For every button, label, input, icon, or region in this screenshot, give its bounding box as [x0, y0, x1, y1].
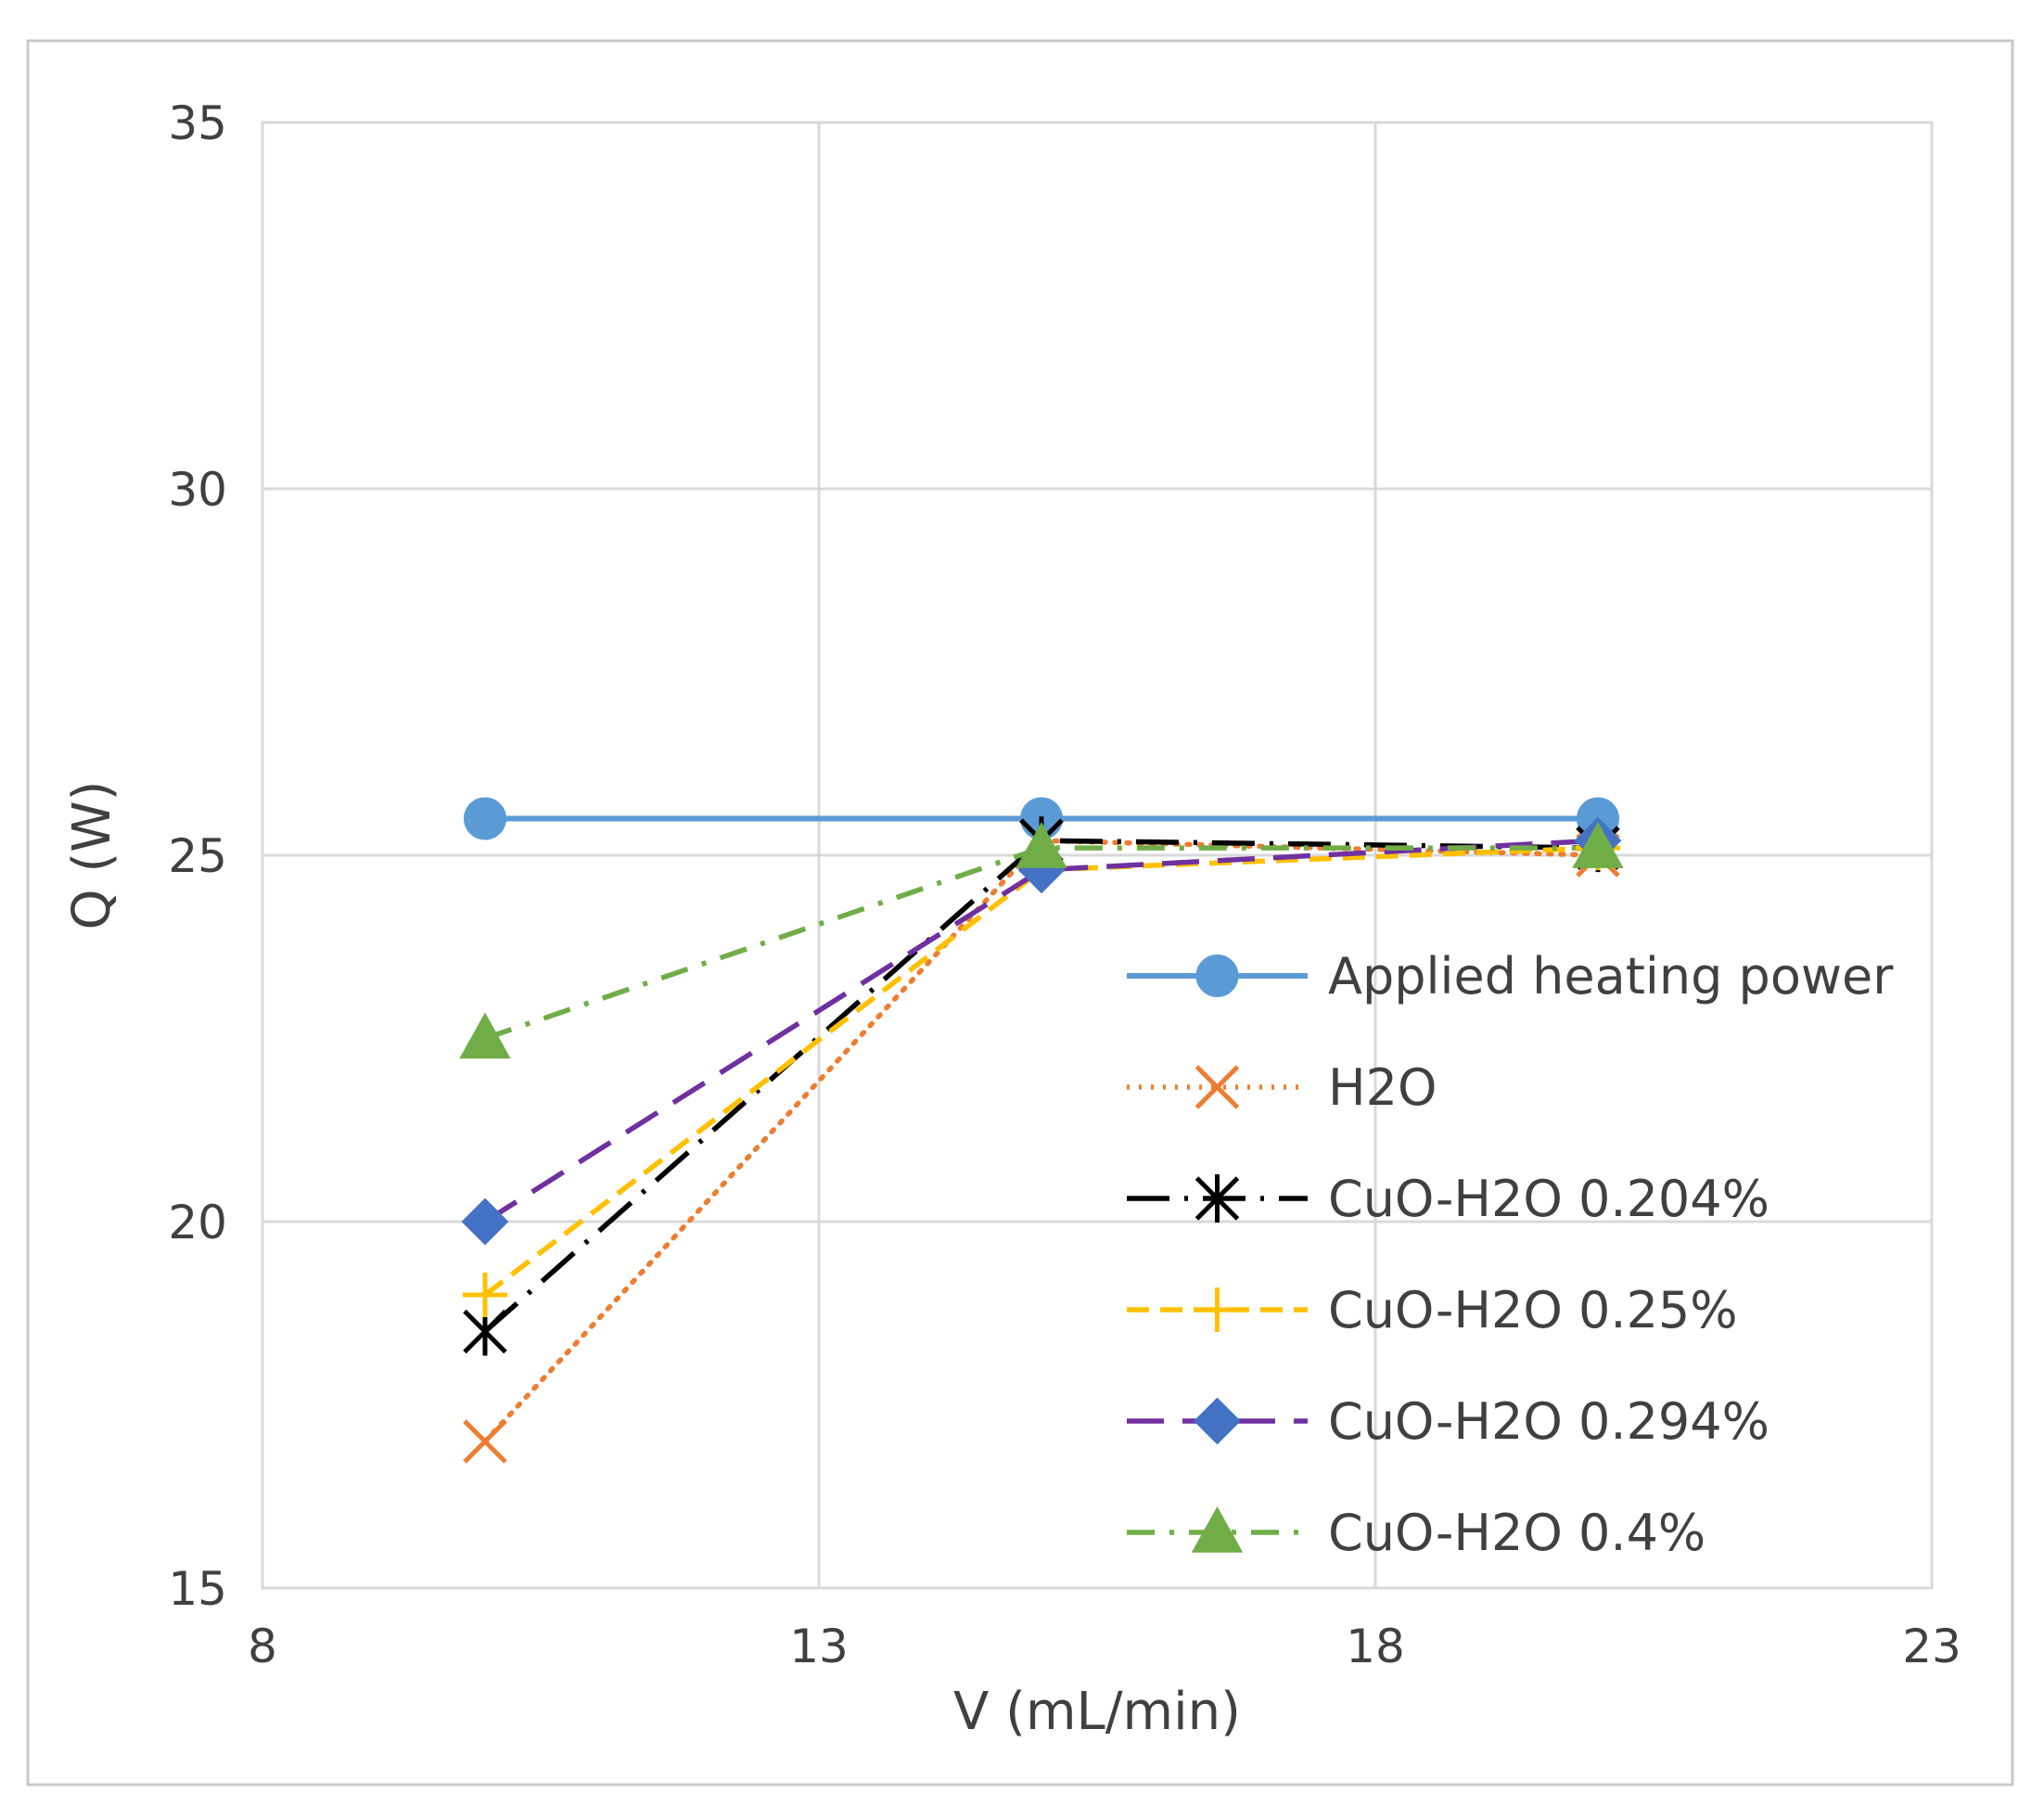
data-point-cuo-h2o-0-25 — [463, 1273, 507, 1317]
series-line-cuo-h2o-0-25 — [483, 845, 1599, 1298]
y-tick-label: 35 — [168, 96, 227, 150]
legend-label: Applied heating power — [1328, 947, 1894, 1006]
data-point-h2o — [463, 1419, 507, 1464]
x-tick-label: 23 — [1902, 1620, 1961, 1673]
tick-labels: 15 20 25 30 35 8 13 18 23 — [168, 96, 1961, 1673]
y-tick-label: 30 — [168, 463, 227, 517]
legend-label: H2O — [1328, 1058, 1437, 1117]
legend-marker-cuo-h2o-0-294 — [1194, 1397, 1241, 1445]
legend-item-cuo-h2o-0-204: CuO-H2O 0.204% — [1127, 1170, 1769, 1228]
legend-label: CuO-H2O 0.4% — [1328, 1504, 1705, 1562]
legend-marker-cuo-h2o-0-204 — [1194, 1174, 1240, 1223]
data-point-cuo-h2o-0-4 — [459, 1012, 511, 1059]
data-point-applied-heating-power — [464, 797, 506, 840]
y-tick-label: 15 — [168, 1562, 227, 1616]
y-axis-title: Q (W) — [62, 781, 122, 930]
data-point-cuo-h2o-0-4 — [1572, 822, 1624, 868]
gridlines — [262, 122, 1932, 1588]
legend-item-cuo-h2o-0-4: CuO-H2O 0.4% — [1127, 1504, 1705, 1562]
y-tick-label: 25 — [168, 829, 227, 883]
legend-label: CuO-H2O 0.25% — [1328, 1281, 1738, 1339]
legend-item-cuo-h2o-0-294: CuO-H2O 0.294% — [1127, 1392, 1769, 1451]
x-tick-label: 8 — [248, 1620, 277, 1673]
legend-item-h2o: H2O — [1127, 1058, 1437, 1117]
legend-marker-h2o — [1194, 1065, 1240, 1109]
series-markers — [459, 797, 1624, 1464]
legend-marker-cuo-h2o-0-25 — [1194, 1287, 1240, 1332]
y-tick-label: 20 — [168, 1196, 227, 1249]
legend-marker-applied-heating-power — [1195, 954, 1239, 997]
data-point-cuo-h2o-0-4 — [1016, 822, 1067, 868]
legend-label: CuO-H2O 0.204% — [1328, 1170, 1769, 1228]
series-line-cuo-h2o-0-4 — [484, 845, 1598, 1042]
data-point-cuo-h2o-0-294 — [461, 1198, 509, 1246]
x-axis-title: V (mL/min) — [953, 1682, 1241, 1742]
legend-item-cuo-h2o-0-25: CuO-H2O 0.25% — [1127, 1281, 1738, 1339]
x-tick-label: 18 — [1346, 1620, 1405, 1673]
legend-label: CuO-H2O 0.294% — [1328, 1392, 1769, 1451]
legend-item-applied-heating-power: Applied heating power — [1127, 947, 1894, 1006]
legend-marker-cuo-h2o-0-4 — [1191, 1505, 1244, 1553]
x-tick-label: 13 — [789, 1620, 849, 1673]
legend: Applied heating power H2O CuO-H2O 0.204% Cu… — [1127, 947, 1894, 1562]
